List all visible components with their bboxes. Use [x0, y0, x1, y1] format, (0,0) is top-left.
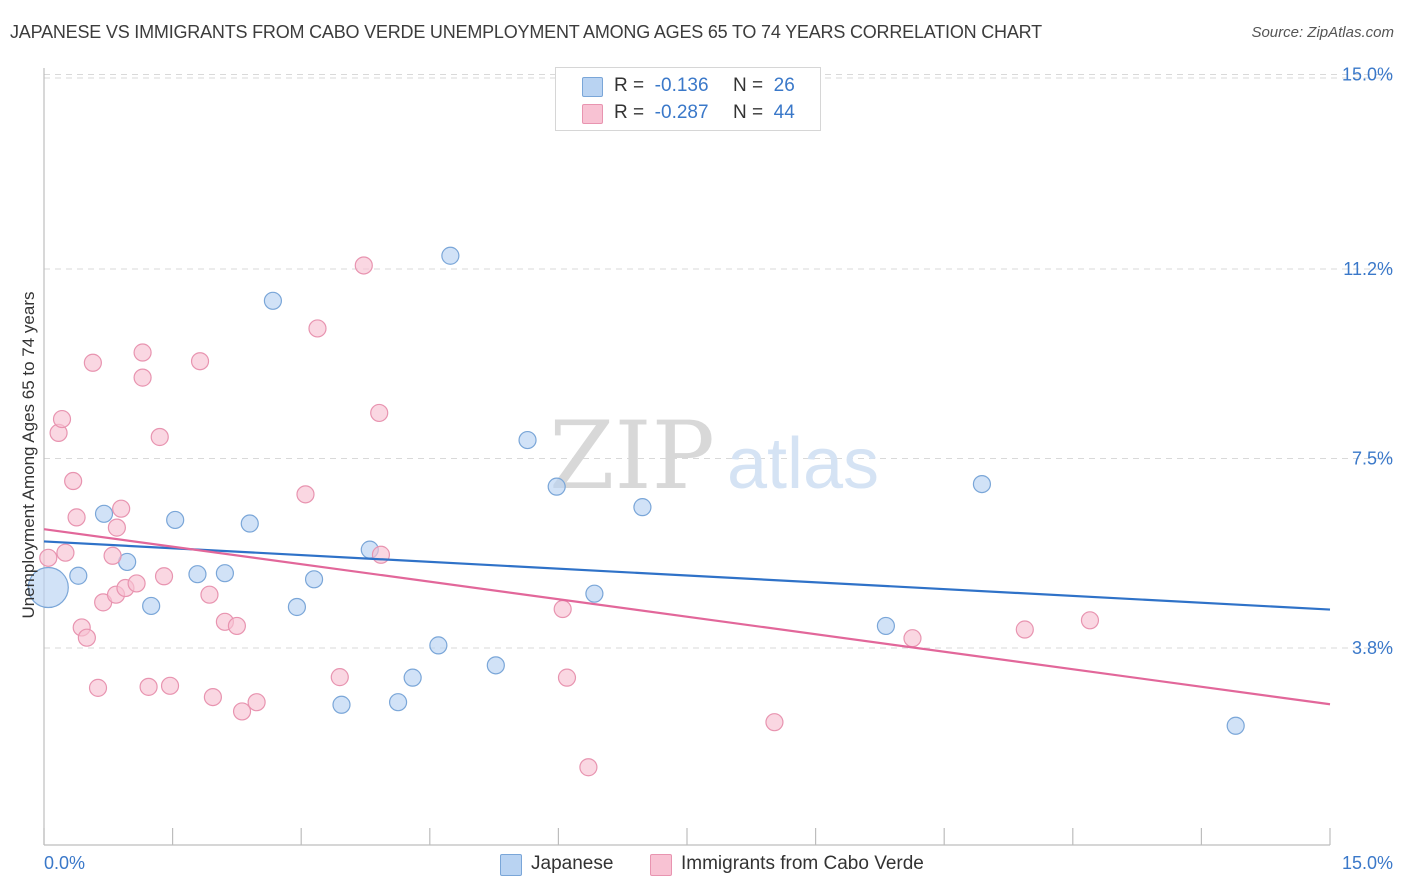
- japanese-point: [429, 636, 448, 655]
- japanese-point: [142, 596, 161, 616]
- cabo-verde-point: [160, 676, 180, 695]
- stats-swatch-cabo-verde: [582, 104, 603, 124]
- x-tick-label: 0.0%: [44, 853, 85, 873]
- cabo-verde-point: [354, 256, 373, 275]
- japanese-trend-line: [43, 540, 1331, 611]
- grid-layer: [44, 74, 1393, 649]
- japanese-point: [263, 291, 283, 310]
- cabo-verde-point: [579, 758, 598, 777]
- cabo-verde-point: [133, 343, 152, 362]
- data-points: [27, 246, 1245, 777]
- cabo-verde-point: [107, 518, 126, 537]
- source-credit: Source: ZipAtlas.com: [1251, 24, 1394, 41]
- y-axis-title: Unemployment Among Ages 65 to 74 years: [19, 291, 38, 619]
- trend-lines: [43, 528, 1331, 706]
- japanese-point: [332, 695, 351, 714]
- cabo-verde-point: [203, 687, 222, 707]
- japanese-point: [388, 693, 408, 712]
- cabo-verde-point: [553, 599, 572, 619]
- cabo-verde-point: [139, 677, 158, 696]
- cabo-verde-trend-line: [43, 528, 1331, 706]
- cabo-verde-point: [190, 352, 210, 371]
- japanese-point: [585, 584, 604, 603]
- japanese-point: [876, 616, 896, 636]
- y-tick-label: 7.5%: [1352, 449, 1393, 469]
- watermark: ZIP atlas: [549, 402, 879, 511]
- chart-title: JAPANESE VS IMMIGRANTS FROM CABO VERDE U…: [10, 22, 1042, 42]
- japanese-point: [287, 597, 307, 617]
- stats-n-value: 44: [773, 102, 795, 123]
- cabo-verde-point: [133, 368, 152, 387]
- japanese-point: [486, 656, 505, 675]
- cabo-verde-point: [83, 353, 102, 372]
- cabo-verde-point: [330, 668, 349, 687]
- stats-swatch-japanese: [582, 77, 603, 97]
- japanese-point: [972, 475, 992, 494]
- japanese-point: [94, 504, 114, 523]
- stats-legend: R = -0.136 N = 26 R = -0.287 N = 44: [555, 67, 821, 131]
- cabo-verde-point: [1015, 620, 1034, 639]
- japanese-point: [27, 566, 69, 609]
- cabo-verde-point: [247, 693, 266, 712]
- watermark-atlas: atlas: [727, 424, 879, 504]
- cabo-verde-point: [52, 409, 72, 429]
- cabo-verde-point: [1080, 611, 1100, 630]
- cabo-verde-point: [39, 548, 58, 567]
- japanese-point: [304, 570, 324, 589]
- cabo-verde-point: [765, 713, 784, 732]
- cabo-verde-point: [371, 545, 391, 564]
- cabo-verde-point: [103, 546, 122, 565]
- stats-r-label: R =: [614, 102, 645, 123]
- cabo-verde-point: [56, 543, 75, 562]
- stats-r-value: -0.136: [654, 75, 709, 96]
- cabo-verde-point: [557, 668, 577, 687]
- stats-r-value: -0.287: [654, 102, 709, 123]
- japanese-point: [1226, 716, 1245, 735]
- cabo-verde-point: [127, 574, 146, 593]
- x-tick-label: 15.0%: [1342, 853, 1393, 873]
- cabo-verde-point: [903, 629, 922, 648]
- japanese-point: [633, 498, 652, 517]
- japanese-point: [215, 564, 234, 583]
- cabo-verde-point: [154, 567, 174, 586]
- japanese-point: [518, 430, 537, 450]
- y-tick-label: 11.2%: [1343, 259, 1393, 279]
- cabo-verde-point: [200, 585, 219, 604]
- japanese-point: [69, 566, 88, 585]
- tick-labels: 3.8% 7.5% 11.2% 15.0% 0.0% 15.0%: [44, 65, 1393, 874]
- japanese-point: [240, 514, 259, 533]
- watermark-zip: ZIP: [549, 402, 715, 511]
- cabo-verde-point: [64, 471, 83, 491]
- axis-layer: [43, 68, 1331, 846]
- cabo-verde-point: [370, 403, 389, 423]
- y-tick-label: 15.0%: [1342, 65, 1393, 85]
- cabo-verde-point: [112, 499, 131, 518]
- japanese-point: [166, 510, 185, 530]
- japanese-point: [403, 668, 422, 687]
- legend-label-cabo-verde: Immigrants from Cabo Verde: [681, 853, 924, 874]
- legend-label-japanese: Japanese: [531, 853, 614, 874]
- cabo-verde-point: [227, 616, 246, 636]
- japanese-point: [441, 246, 460, 265]
- y-tick-label: 3.8%: [1352, 638, 1393, 658]
- cabo-verde-point: [88, 678, 108, 697]
- stats-r-label: R =: [614, 75, 645, 96]
- cabo-verde-point: [308, 319, 327, 338]
- japanese-point: [188, 565, 207, 584]
- stats-n-label: N =: [733, 102, 764, 123]
- cabo-verde-point: [77, 628, 96, 647]
- cabo-verde-point: [150, 427, 169, 447]
- legend-swatch-cabo-verde: [650, 854, 672, 876]
- stats-n-label: N =: [733, 75, 764, 96]
- cabo-verde-point: [232, 702, 252, 721]
- cabo-verde-point: [67, 508, 86, 527]
- cabo-verde-point: [296, 485, 315, 504]
- series-legend: Japanese Immigrants from Cabo Verde: [0, 851, 1406, 879]
- legend-swatch-japanese: [500, 854, 522, 876]
- stats-n-value: 26: [773, 75, 795, 96]
- japanese-point: [547, 477, 566, 496]
